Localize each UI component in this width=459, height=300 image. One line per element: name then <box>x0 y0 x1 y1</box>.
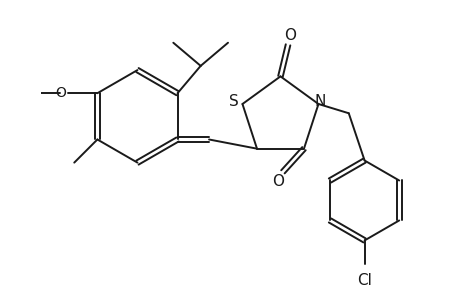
Text: S: S <box>229 94 238 110</box>
Text: Cl: Cl <box>356 273 371 288</box>
Text: O: O <box>284 28 296 43</box>
Text: O: O <box>271 174 283 189</box>
Text: N: N <box>314 94 325 110</box>
Text: O: O <box>55 86 66 100</box>
